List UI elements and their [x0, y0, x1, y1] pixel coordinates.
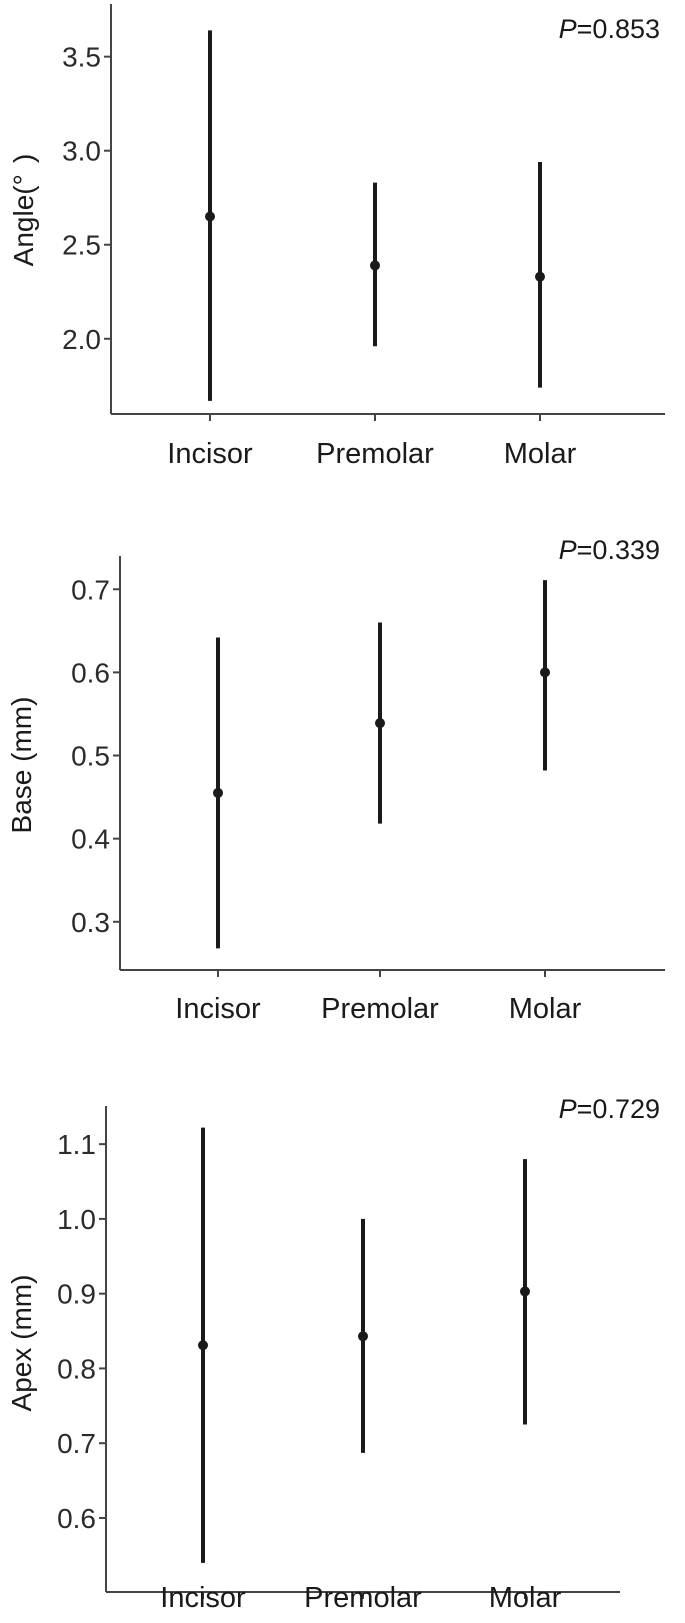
y-axis-label: Angle(° ) [8, 154, 39, 267]
panel-1: 2.0 2.5 3.0 3.5 Incisor Premolar Molar Angle(° … [8, 4, 665, 470]
mean-point-premolar [370, 260, 380, 271]
p-value: =0.339 [577, 535, 660, 565]
y-tick-label: 0.9 [57, 1279, 96, 1310]
p-value: =0.853 [577, 14, 660, 44]
mean-point-incisor [213, 787, 223, 798]
y-tick-label: 0.4 [71, 824, 110, 855]
y-tick-label: 0.3 [71, 907, 110, 938]
p-value: =0.729 [577, 1094, 660, 1124]
mean-point-incisor [205, 211, 215, 222]
y-tick-label: 0.6 [57, 1503, 96, 1534]
p-symbol: P [559, 535, 577, 565]
y-tick-label: 0.7 [71, 574, 110, 605]
mean-point-incisor [198, 1340, 208, 1351]
p-value-annotation: P=0.339 [559, 535, 660, 565]
x-category-label: Molar [504, 438, 577, 470]
y-tick-label: 3.5 [62, 42, 101, 73]
x-category-label: Premolar [316, 438, 434, 470]
x-category-label: Incisor [167, 438, 253, 470]
p-symbol: P [559, 14, 577, 44]
x-category-label: Incisor [160, 1582, 246, 1614]
y-axis-label: Base (mm) [6, 697, 37, 834]
x-category-label: Incisor [175, 993, 261, 1025]
y-tick-label: 0.5 [71, 741, 110, 772]
x-category-label: Molar [489, 1582, 562, 1614]
x-category-label: Molar [509, 993, 582, 1025]
x-category-label: Premolar [321, 993, 439, 1025]
panel-3: 0.6 0.7 0.8 0.9 1.0 1.1 Incisor Premolar Molar Ap… [6, 1094, 660, 1614]
y-tick-label: 1.0 [57, 1204, 96, 1235]
y-tick-label: 3.0 [62, 136, 101, 167]
panel-2: 0.3 0.4 0.5 0.6 0.7 Incisor Premolar Molar Base … [6, 535, 665, 1025]
mean-point-molar [540, 667, 550, 678]
mean-point-premolar [375, 718, 385, 729]
y-tick-label: 2.0 [62, 324, 101, 355]
y-tick-label: 0.7 [57, 1428, 96, 1459]
mean-point-molar [535, 271, 545, 282]
p-symbol: P [559, 1094, 577, 1124]
y-axis-label: Apex (mm) [6, 1275, 37, 1412]
y-tick-label: 2.5 [62, 230, 101, 261]
p-value-annotation: P=0.853 [559, 14, 660, 44]
y-tick-label: 0.6 [71, 657, 110, 688]
mean-point-molar [520, 1286, 530, 1297]
p-value-annotation: P=0.729 [559, 1094, 660, 1124]
y-tick-label: 1.1 [57, 1129, 96, 1160]
x-category-label: Premolar [304, 1582, 422, 1614]
y-tick-label: 0.8 [57, 1353, 96, 1384]
mean-point-premolar [358, 1331, 368, 1342]
